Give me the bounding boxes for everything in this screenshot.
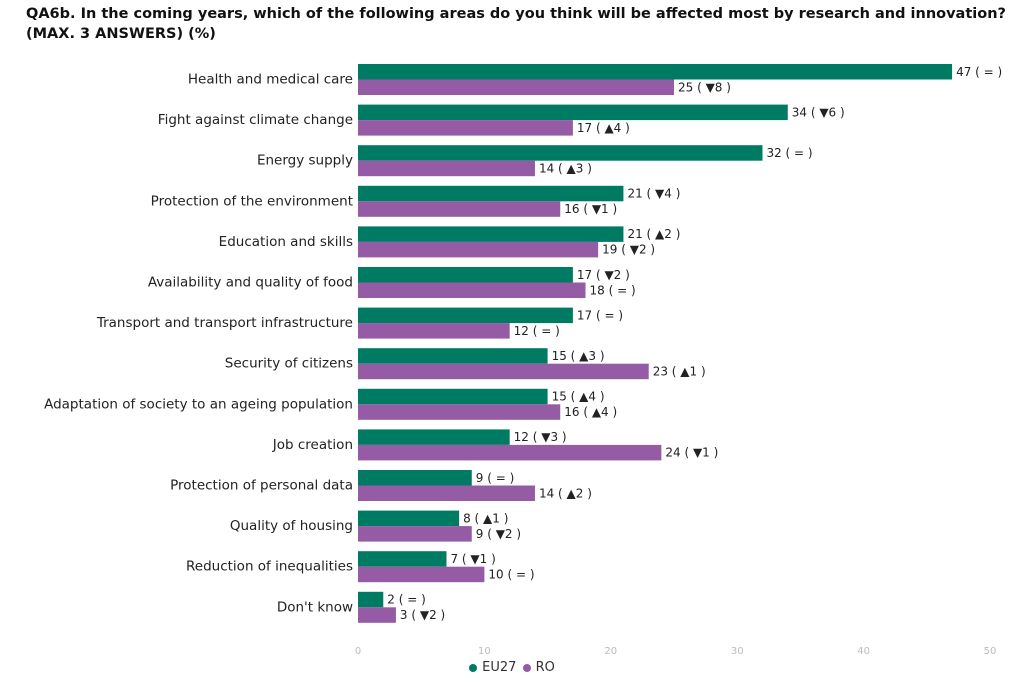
x-tick-label-30: 30 bbox=[731, 646, 744, 657]
bar-eu27-job-creation bbox=[358, 429, 510, 445]
data-label-ro-protection-of-the-environment: 16 ( ▼1 ) bbox=[564, 202, 617, 216]
category-label-security-of-citizens: Security of citizens bbox=[225, 356, 353, 372]
legend-label-eu27: EU27 bbox=[482, 660, 517, 675]
data-label-ro-education-and-skills: 19 ( ▼2 ) bbox=[602, 243, 655, 257]
data-label-eu27-security-of-citizens: 15 ( ▲3 ) bbox=[552, 349, 605, 363]
data-label-ro-protection-of-personal-data: 14 ( ▲2 ) bbox=[539, 486, 592, 500]
data-label-eu27-adaptation-of-society-to-an-ageing-population: 15 ( ▲4 ) bbox=[552, 390, 605, 404]
category-label-energy-supply: Energy supply bbox=[257, 153, 353, 169]
bar-eu27-energy-supply bbox=[358, 145, 763, 161]
category-label-adaptation-of-society-to-an-ageing-population: Adaptation of society to an ageing popul… bbox=[44, 396, 353, 412]
category-label-quality-of-housing: Quality of housing bbox=[230, 518, 353, 534]
chart-legend: EU27 RO bbox=[0, 660, 1024, 676]
bar-ro-adaptation-of-society-to-an-ageing-population bbox=[358, 404, 561, 420]
data-label-ro-transport-and-transport-infrastructure: 12 ( = ) bbox=[514, 324, 560, 338]
bar-eu27-fight-against-climate-change bbox=[358, 104, 788, 121]
data-label-eu27-reduction-of-inequalities: 7 ( ▼1 ) bbox=[450, 552, 495, 566]
data-label-ro-availability-and-quality-of-food: 18 ( = ) bbox=[590, 283, 636, 297]
legend-label-ro: RO bbox=[535, 660, 555, 675]
data-label-eu27-availability-and-quality-of-food: 17 ( ▼2 ) bbox=[577, 268, 630, 282]
x-tick-label-20: 20 bbox=[604, 646, 617, 657]
category-label-protection-of-personal-data: Protection of personal data bbox=[170, 478, 353, 494]
x-tick-label-10: 10 bbox=[478, 646, 491, 657]
bar-eu27-quality-of-housing bbox=[358, 510, 460, 527]
data-label-ro-energy-supply: 14 ( ▲3 ) bbox=[539, 161, 592, 175]
data-label-ro-don-t-know: 3 ( ▼2 ) bbox=[400, 608, 445, 622]
data-label-eu27-job-creation: 12 ( ▼3 ) bbox=[514, 430, 567, 444]
data-label-ro-security-of-citizens: 23 ( ▲1 ) bbox=[653, 364, 706, 378]
data-label-eu27-quality-of-housing: 8 ( ▲1 ) bbox=[463, 511, 508, 525]
bar-ro-health-and-medical-care bbox=[358, 79, 674, 95]
bar-ro-energy-supply bbox=[358, 160, 535, 177]
bar-ro-fight-against-climate-change bbox=[358, 120, 573, 136]
category-label-health-and-medical-care: Health and medical care bbox=[188, 72, 353, 88]
bar-ro-quality-of-housing bbox=[358, 526, 472, 542]
data-label-ro-adaptation-of-society-to-an-ageing-population: 16 ( ▲4 ) bbox=[564, 405, 617, 419]
bar-ro-don-t-know bbox=[358, 607, 396, 623]
x-tick-label-0: 0 bbox=[355, 646, 361, 657]
category-label-job-creation: Job creation bbox=[272, 437, 353, 453]
data-label-ro-fight-against-climate-change: 17 ( ▲4 ) bbox=[577, 121, 630, 135]
bar-eu27-don-t-know bbox=[358, 591, 384, 608]
data-label-eu27-don-t-know: 2 ( = ) bbox=[387, 593, 426, 607]
bar-ro-protection-of-personal-data bbox=[358, 485, 535, 501]
category-label-protection-of-the-environment: Protection of the environment bbox=[151, 193, 353, 209]
legend-dot-eu27 bbox=[469, 663, 478, 672]
bar-ro-transport-and-transport-infrastructure bbox=[358, 323, 510, 339]
bar-ro-job-creation bbox=[358, 444, 662, 461]
bar-ro-reduction-of-inequalities bbox=[358, 566, 485, 583]
bar-eu27-health-and-medical-care bbox=[358, 64, 953, 80]
bar-eu27-adaptation-of-society-to-an-ageing-population bbox=[358, 388, 548, 405]
x-tick-label-40: 40 bbox=[857, 646, 870, 657]
bar-ro-security-of-citizens bbox=[358, 363, 649, 380]
bar-eu27-reduction-of-inequalities bbox=[358, 551, 447, 567]
category-label-fight-against-climate-change: Fight against climate change bbox=[158, 112, 353, 128]
bar-ro-availability-and-quality-of-food bbox=[358, 282, 586, 298]
data-label-eu27-health-and-medical-care: 47 ( = ) bbox=[956, 65, 1002, 79]
chart-title: QA6b. In the coming years, which of the … bbox=[26, 6, 1006, 42]
x-tick-label-50: 50 bbox=[984, 646, 997, 657]
legend-item-ro[interactable]: RO bbox=[522, 660, 555, 675]
data-label-eu27-fight-against-climate-change: 34 ( ▼6 ) bbox=[792, 105, 845, 119]
legend-item-eu27[interactable]: EU27 bbox=[469, 660, 516, 675]
category-label-don-t-know: Don't know bbox=[277, 599, 353, 615]
category-label-availability-and-quality-of-food: Availability and quality of food bbox=[148, 275, 353, 291]
data-label-ro-reduction-of-inequalities: 10 ( = ) bbox=[488, 567, 534, 581]
data-label-eu27-energy-supply: 32 ( = ) bbox=[766, 146, 812, 160]
data-label-ro-job-creation: 24 ( ▼1 ) bbox=[665, 446, 718, 460]
bar-ro-education-and-skills bbox=[358, 241, 599, 258]
bar-eu27-transport-and-transport-infrastructure bbox=[358, 307, 573, 324]
data-label-eu27-protection-of-personal-data: 9 ( = ) bbox=[476, 471, 515, 485]
category-label-reduction-of-inequalities: Reduction of inequalities bbox=[186, 559, 353, 575]
data-label-eu27-transport-and-transport-infrastructure: 17 ( = ) bbox=[577, 308, 623, 322]
bar-eu27-protection-of-personal-data bbox=[358, 470, 472, 486]
bar-eu27-security-of-citizens bbox=[358, 348, 548, 364]
data-label-ro-quality-of-housing: 9 ( ▼2 ) bbox=[476, 527, 521, 541]
legend-dot-ro bbox=[522, 663, 531, 672]
category-label-transport-and-transport-infrastructure: Transport and transport infrastructure bbox=[96, 315, 353, 331]
bar-ro-protection-of-the-environment bbox=[358, 201, 561, 217]
bar-eu27-protection-of-the-environment bbox=[358, 185, 624, 202]
category-label-education-and-skills: Education and skills bbox=[219, 234, 353, 250]
data-label-eu27-protection-of-the-environment: 21 ( ▼4 ) bbox=[627, 187, 680, 201]
bar-eu27-education-and-skills bbox=[358, 226, 624, 242]
data-label-ro-health-and-medical-care: 25 ( ▼8 ) bbox=[678, 80, 731, 94]
data-label-eu27-education-and-skills: 21 ( ▲2 ) bbox=[627, 227, 680, 241]
bar-eu27-availability-and-quality-of-food bbox=[358, 267, 573, 283]
